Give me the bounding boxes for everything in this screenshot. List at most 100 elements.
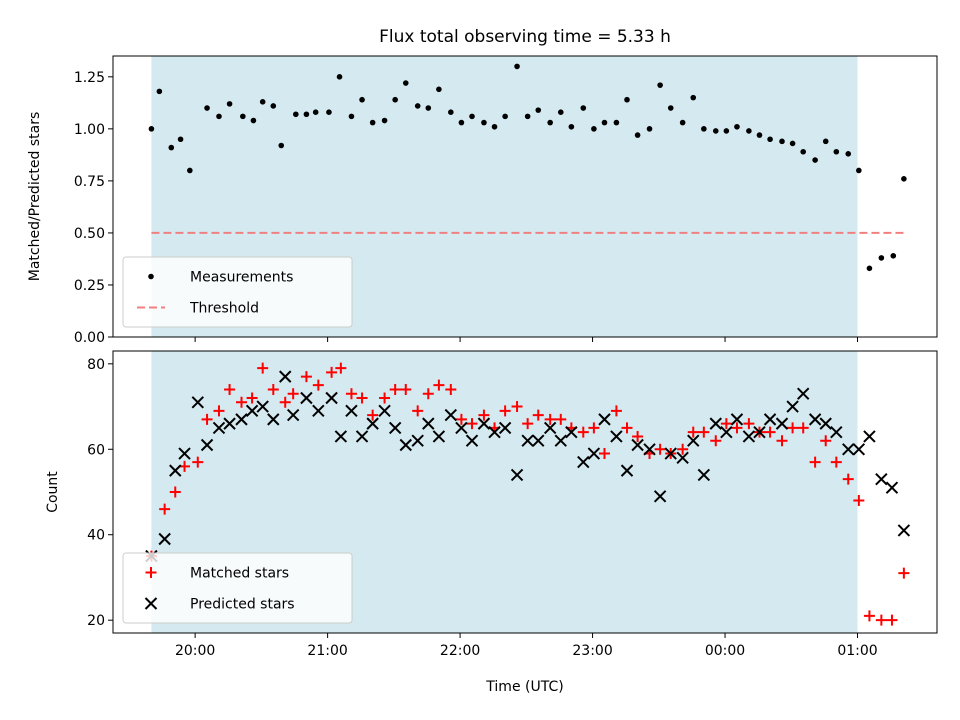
predicted-star-marker [300, 391, 313, 405]
predicted-star-marker [819, 417, 832, 430]
measurement-point [657, 82, 663, 88]
predicted-star-marker [587, 447, 601, 460]
ratio-y-axis-label: Matched/Predicted stars [27, 112, 43, 282]
measurement-point [502, 113, 508, 120]
matched-star-marker [797, 422, 809, 434]
measurement-point [601, 119, 608, 126]
predicted-star-marker [885, 481, 899, 494]
matched-star-marker [687, 426, 699, 438]
measurement-point [458, 119, 465, 126]
measurement-point [187, 167, 193, 174]
matched-star-marker [287, 388, 299, 400]
measurement-point [414, 103, 421, 109]
matched-star-marker [743, 418, 755, 430]
legend-label: Threshold [189, 301, 259, 317]
measurement-point [800, 148, 806, 155]
x-tick-label: 21:00 [307, 643, 347, 659]
matched-star-marker [544, 413, 556, 425]
measurement-point [679, 119, 686, 126]
matched-star-marker [898, 567, 910, 579]
measurement-point [690, 94, 697, 101]
matched-star-marker [532, 409, 544, 421]
measurement-point [402, 80, 409, 86]
measurement-point [767, 136, 773, 143]
predicted-star-marker [631, 438, 644, 452]
predicted-star-marker [653, 490, 667, 503]
predicted-star-marker [286, 408, 300, 422]
predicted-star-marker [742, 430, 756, 443]
legend-box [122, 552, 353, 624]
predicted-star-marker [643, 443, 656, 456]
predicted-star-marker [465, 434, 479, 447]
x-tick-label: 22:00 [440, 643, 480, 659]
measurement-point [369, 119, 376, 126]
ratio-panel: 0.00 0.25 0.50 0.75 1.00 1.25 Matched/Predict… [27, 27, 938, 346]
matched-star-marker [787, 422, 799, 434]
predicted-star-marker [796, 387, 810, 400]
legend-label: Matched stars [190, 566, 289, 582]
predicted-star-marker [697, 468, 711, 482]
measurement-point [312, 109, 319, 115]
predicted-star-marker [620, 464, 634, 477]
measurement-point [216, 113, 222, 120]
matched-star-marker [201, 413, 213, 425]
measurement-point [812, 157, 818, 163]
measurement-point [250, 117, 257, 124]
predicted-star-marker [598, 413, 611, 426]
predicted-star-marker [388, 421, 402, 435]
matched-star-marker [389, 383, 401, 395]
measurement-point [845, 151, 852, 157]
matched-star-marker [764, 426, 776, 438]
matched-star-marker [267, 383, 279, 395]
count-marks [145, 362, 911, 626]
count-legend: Matched stars Predicted stars [122, 552, 353, 624]
matched-star-marker [621, 422, 633, 434]
x-tick-label: 00:00 [705, 643, 745, 659]
measurement-point [667, 105, 674, 111]
matched-star-marker [213, 405, 225, 417]
predicted-star-marker [378, 404, 391, 418]
predicted-star-marker [720, 425, 733, 439]
predicted-star-marker [498, 421, 512, 435]
measurement-point [481, 119, 487, 126]
matched-star-marker [654, 443, 666, 455]
measurement-point [646, 126, 653, 132]
predicted-star-marker [411, 434, 424, 447]
y-tick-label: 0.50 [74, 226, 105, 242]
matched-star-marker [246, 392, 258, 404]
y-tick-label: 80 [87, 357, 105, 373]
predicted-star-marker [875, 472, 888, 486]
predicted-star-marker [399, 438, 412, 452]
measurement-point [535, 107, 542, 113]
matched-star-marker [875, 614, 887, 626]
ratio-x-axis [194, 337, 859, 342]
matched-star-marker [863, 610, 875, 622]
x-tick-label: 01:00 [837, 643, 877, 659]
measurement-point [557, 109, 564, 115]
predicted-star-marker [223, 417, 236, 430]
measurement-point [822, 138, 829, 145]
measurement-point [293, 111, 299, 118]
matched-star-marker [279, 396, 291, 408]
matched-star-marker [312, 379, 324, 391]
x-tick-label: 23:00 [572, 643, 612, 659]
predicted-star-marker [325, 391, 338, 405]
measurement-point [381, 117, 388, 124]
matched-star-marker [677, 443, 689, 455]
measurement-point [156, 88, 163, 95]
predicted-star-marker [235, 413, 248, 426]
matched-star-marker [345, 388, 357, 400]
predicted-star-marker [355, 430, 369, 443]
matched-star-marker [466, 418, 478, 430]
predicted-star-marker [709, 417, 722, 430]
predicted-star-marker [279, 370, 292, 383]
measurement-point [580, 105, 587, 111]
measurement-point [833, 148, 840, 155]
predicted-star-marker [422, 417, 435, 430]
matched-star-marker [720, 418, 732, 430]
predicted-star-marker [687, 434, 700, 447]
count-y-axis: 20 40 60 80 [87, 357, 113, 629]
matched-star-marker [379, 392, 391, 404]
matched-star-marker [698, 426, 710, 438]
predicted-star-marker [345, 404, 358, 418]
